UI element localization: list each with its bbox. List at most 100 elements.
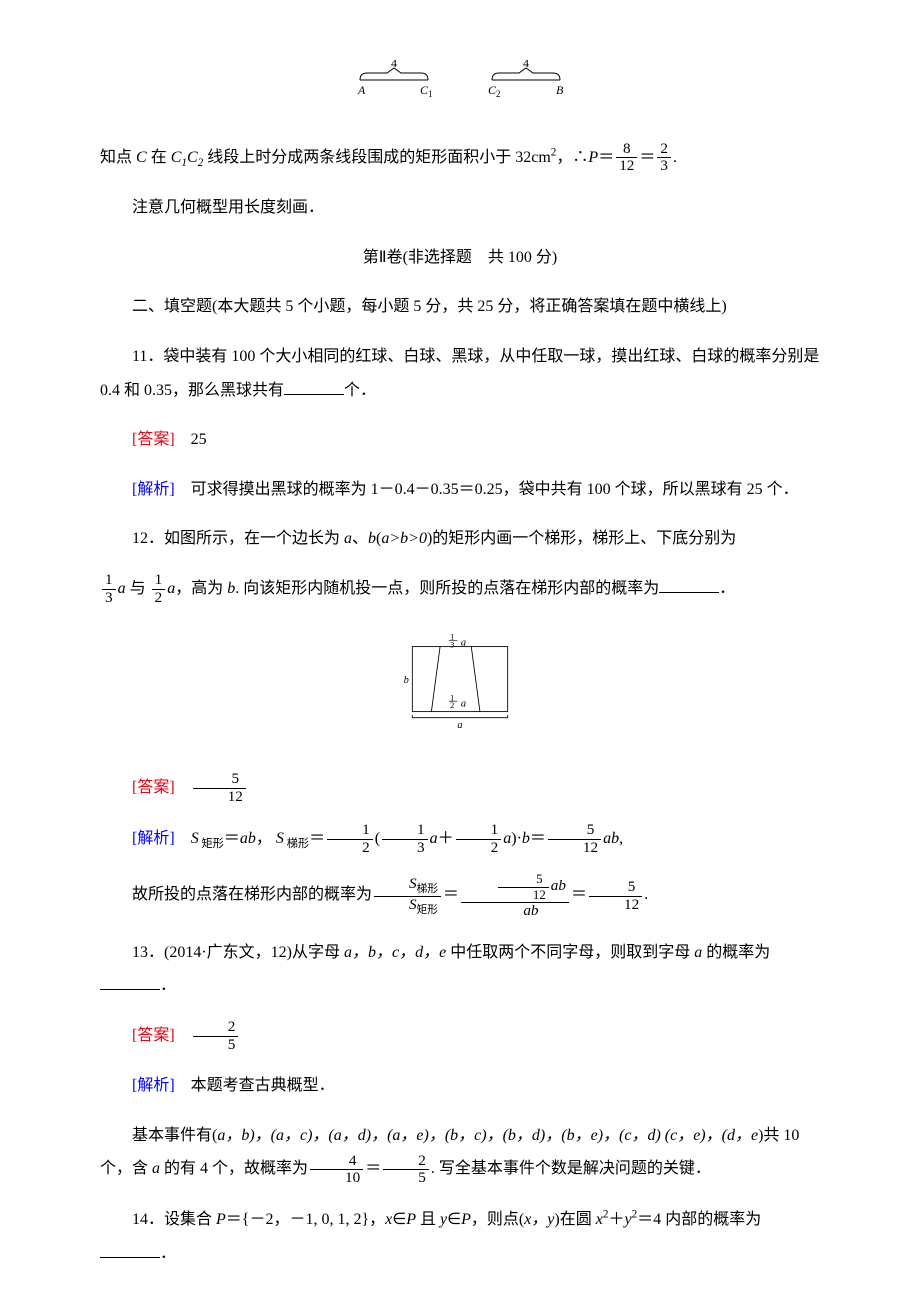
fraction: S梯形S矩形 xyxy=(374,876,441,916)
svg-text:b: b xyxy=(404,675,409,686)
var-c2: C2 xyxy=(187,149,203,166)
in: ∈ xyxy=(392,1211,406,1228)
var-c: C xyxy=(136,149,147,166)
svg-text:a: a xyxy=(461,637,466,648)
q13-body: 13．(2014·广东文，12)从字母 a，b，c，d，e 中任取两个不同字母，… xyxy=(100,936,820,1003)
text: )的矩形内画一个梯形，梯形上、下底分别为 xyxy=(427,530,736,547)
var-a: a xyxy=(167,580,175,597)
dot: . xyxy=(673,149,677,166)
trapezoid-svg: 1 3 a 1 2 a b a xyxy=(395,631,525,735)
q13-explain1: [解析] 本题考查古典概型． xyxy=(100,1069,820,1103)
var-p: P xyxy=(461,1211,471,1228)
text: 与 xyxy=(126,580,150,597)
q12-explain2: 故所投的点落在梯形内部的概率为S梯形S矩形＝512abab＝512. xyxy=(100,872,820,919)
in: ∈ xyxy=(447,1211,461,1228)
fraction: 13 xyxy=(102,572,116,606)
explain-label: [解析] xyxy=(132,481,175,498)
text: 线段上时分成两条线段围成的矩形面积小于 32cm xyxy=(203,149,551,166)
dot: ． xyxy=(719,580,735,597)
eq: ＝ xyxy=(309,830,325,847)
comma: , xyxy=(619,830,623,847)
q12-answer: [答案] 512 xyxy=(100,771,820,806)
eq: ＝ xyxy=(571,887,587,904)
part2-title: 第Ⅱ卷(非选择题 共 100 分) xyxy=(100,241,820,275)
var-p: P xyxy=(216,1211,226,1228)
blank xyxy=(100,1241,160,1258)
lp: ( xyxy=(375,830,380,847)
svg-text:a: a xyxy=(461,698,466,709)
fraction: 512 xyxy=(548,822,601,856)
letters: a，b，c，d，e xyxy=(344,944,446,961)
var-b: b xyxy=(368,530,376,547)
text: )在圆 xyxy=(554,1211,595,1228)
fraction: 410 xyxy=(310,1153,363,1187)
var-x: x xyxy=(596,1211,603,1228)
answer-label: [答案] xyxy=(132,779,175,796)
s: S xyxy=(276,830,284,847)
text: ＝{－2，－1, 0, 1, 2}， xyxy=(226,1211,385,1228)
plus: ＋ xyxy=(438,830,454,847)
q14-body: 14．设集合 P＝{－2，－1, 0, 1, 2}，x∈P 且 y∈P，则点(x… xyxy=(100,1203,820,1270)
svg-text:4: 4 xyxy=(391,60,397,70)
fraction: 512abab xyxy=(461,872,569,919)
fraction: 23 xyxy=(657,141,671,175)
b: b xyxy=(522,830,530,847)
ab: ab xyxy=(603,830,619,847)
q13-explain2: 基本事件有(a，b)，(a，c)，(a，d)，(a，e)，(b，c)，(b，d)… xyxy=(100,1119,820,1187)
text: . 写全基本事件个数是解决问题的关键． xyxy=(431,1160,711,1177)
svg-text:a: a xyxy=(457,720,462,731)
ab: ab xyxy=(240,830,256,847)
text: 内部的概率为 xyxy=(661,1211,761,1228)
blank xyxy=(284,378,344,395)
text: ，则点( xyxy=(471,1211,524,1228)
q12-line2: 13a 与 12a，高为 b. 向该矩形内随机投一点，则所投的点落在梯形内部的概… xyxy=(100,572,820,607)
text: . 向该矩形内随机投一点，则所投的点落在梯形内部的概率为 xyxy=(235,580,659,597)
eq: ＝ xyxy=(365,1160,381,1177)
fraction: 13 xyxy=(382,822,428,856)
text: ，高为 xyxy=(175,580,227,597)
q11-answer: [答案] 25 xyxy=(100,423,820,457)
text: 的概率为 xyxy=(702,944,770,961)
svg-text:A: A xyxy=(357,83,366,97)
eq: ＝ xyxy=(530,830,546,847)
text: ，∴ xyxy=(556,149,588,166)
sub: 梯形 xyxy=(284,838,309,850)
q11-body: 11．袋中装有 100 个大小相同的红球、白球、黑球，从中任取一球，摸出红球、白… xyxy=(100,340,820,407)
dot: ． xyxy=(160,1245,176,1262)
text: 基本事件有( xyxy=(132,1127,217,1144)
blank xyxy=(100,973,160,990)
q12-explain1: [解析] S 矩形＝ab， S 梯形＝12(13a＋12a)·b＝512ab, xyxy=(100,822,820,857)
section2-title: 二、填空题(本大题共 5 个小题，每小题 5 分，共 25 分，将正确答案填在题… xyxy=(100,290,820,324)
trapezoid-diagram: 1 3 a 1 2 a b a xyxy=(100,623,820,756)
var-c1: C1 xyxy=(171,149,187,166)
comma: ， xyxy=(256,830,272,847)
svg-text:B: B xyxy=(556,83,564,97)
fraction: 812 xyxy=(616,141,637,175)
segment-diagram: 4 4 A C1 C2 B xyxy=(100,60,820,125)
var-a: a xyxy=(118,580,126,597)
segment-svg: 4 4 A C1 C2 B xyxy=(350,60,570,102)
text: 且 xyxy=(416,1211,440,1228)
text: ＝4 xyxy=(637,1211,661,1228)
eq: ＝ xyxy=(443,887,459,904)
text: 个． xyxy=(344,382,376,399)
fraction: 12 xyxy=(327,822,373,856)
eq: ＝ xyxy=(639,149,655,166)
fraction: 512 xyxy=(589,879,642,913)
fraction: 12 xyxy=(152,572,166,606)
cond: a>b>0 xyxy=(381,530,427,547)
text: 故所投的点落在梯形内部的概率为 xyxy=(132,887,372,904)
text: 中任取两个不同字母，则取到字母 xyxy=(446,944,694,961)
fraction: 12 xyxy=(456,822,502,856)
sub: 矩形 xyxy=(199,838,224,850)
answer-text: 25 xyxy=(175,431,207,448)
explain-text: 可求得摸出黑球的概率为 1－0.4－0.35＝0.25，袋中共有 100 个球，… xyxy=(175,481,799,498)
fraction: 25 xyxy=(193,1019,239,1053)
xy: x，y xyxy=(524,1211,554,1228)
svg-text:2: 2 xyxy=(450,700,454,710)
text: 知点 xyxy=(100,149,136,166)
text: 12．如图所示，在一个边长为 xyxy=(132,530,344,547)
top-conclusion: 知点 C 在 C1C2 线段上时分成两条线段围成的矩形面积小于 32cm2，∴P… xyxy=(100,141,820,176)
list: a，b)，(a，c)，(a，d)，(a，e)，(b，c)，(b，d)，(b，e)… xyxy=(217,1127,758,1144)
var-a: a xyxy=(344,530,352,547)
